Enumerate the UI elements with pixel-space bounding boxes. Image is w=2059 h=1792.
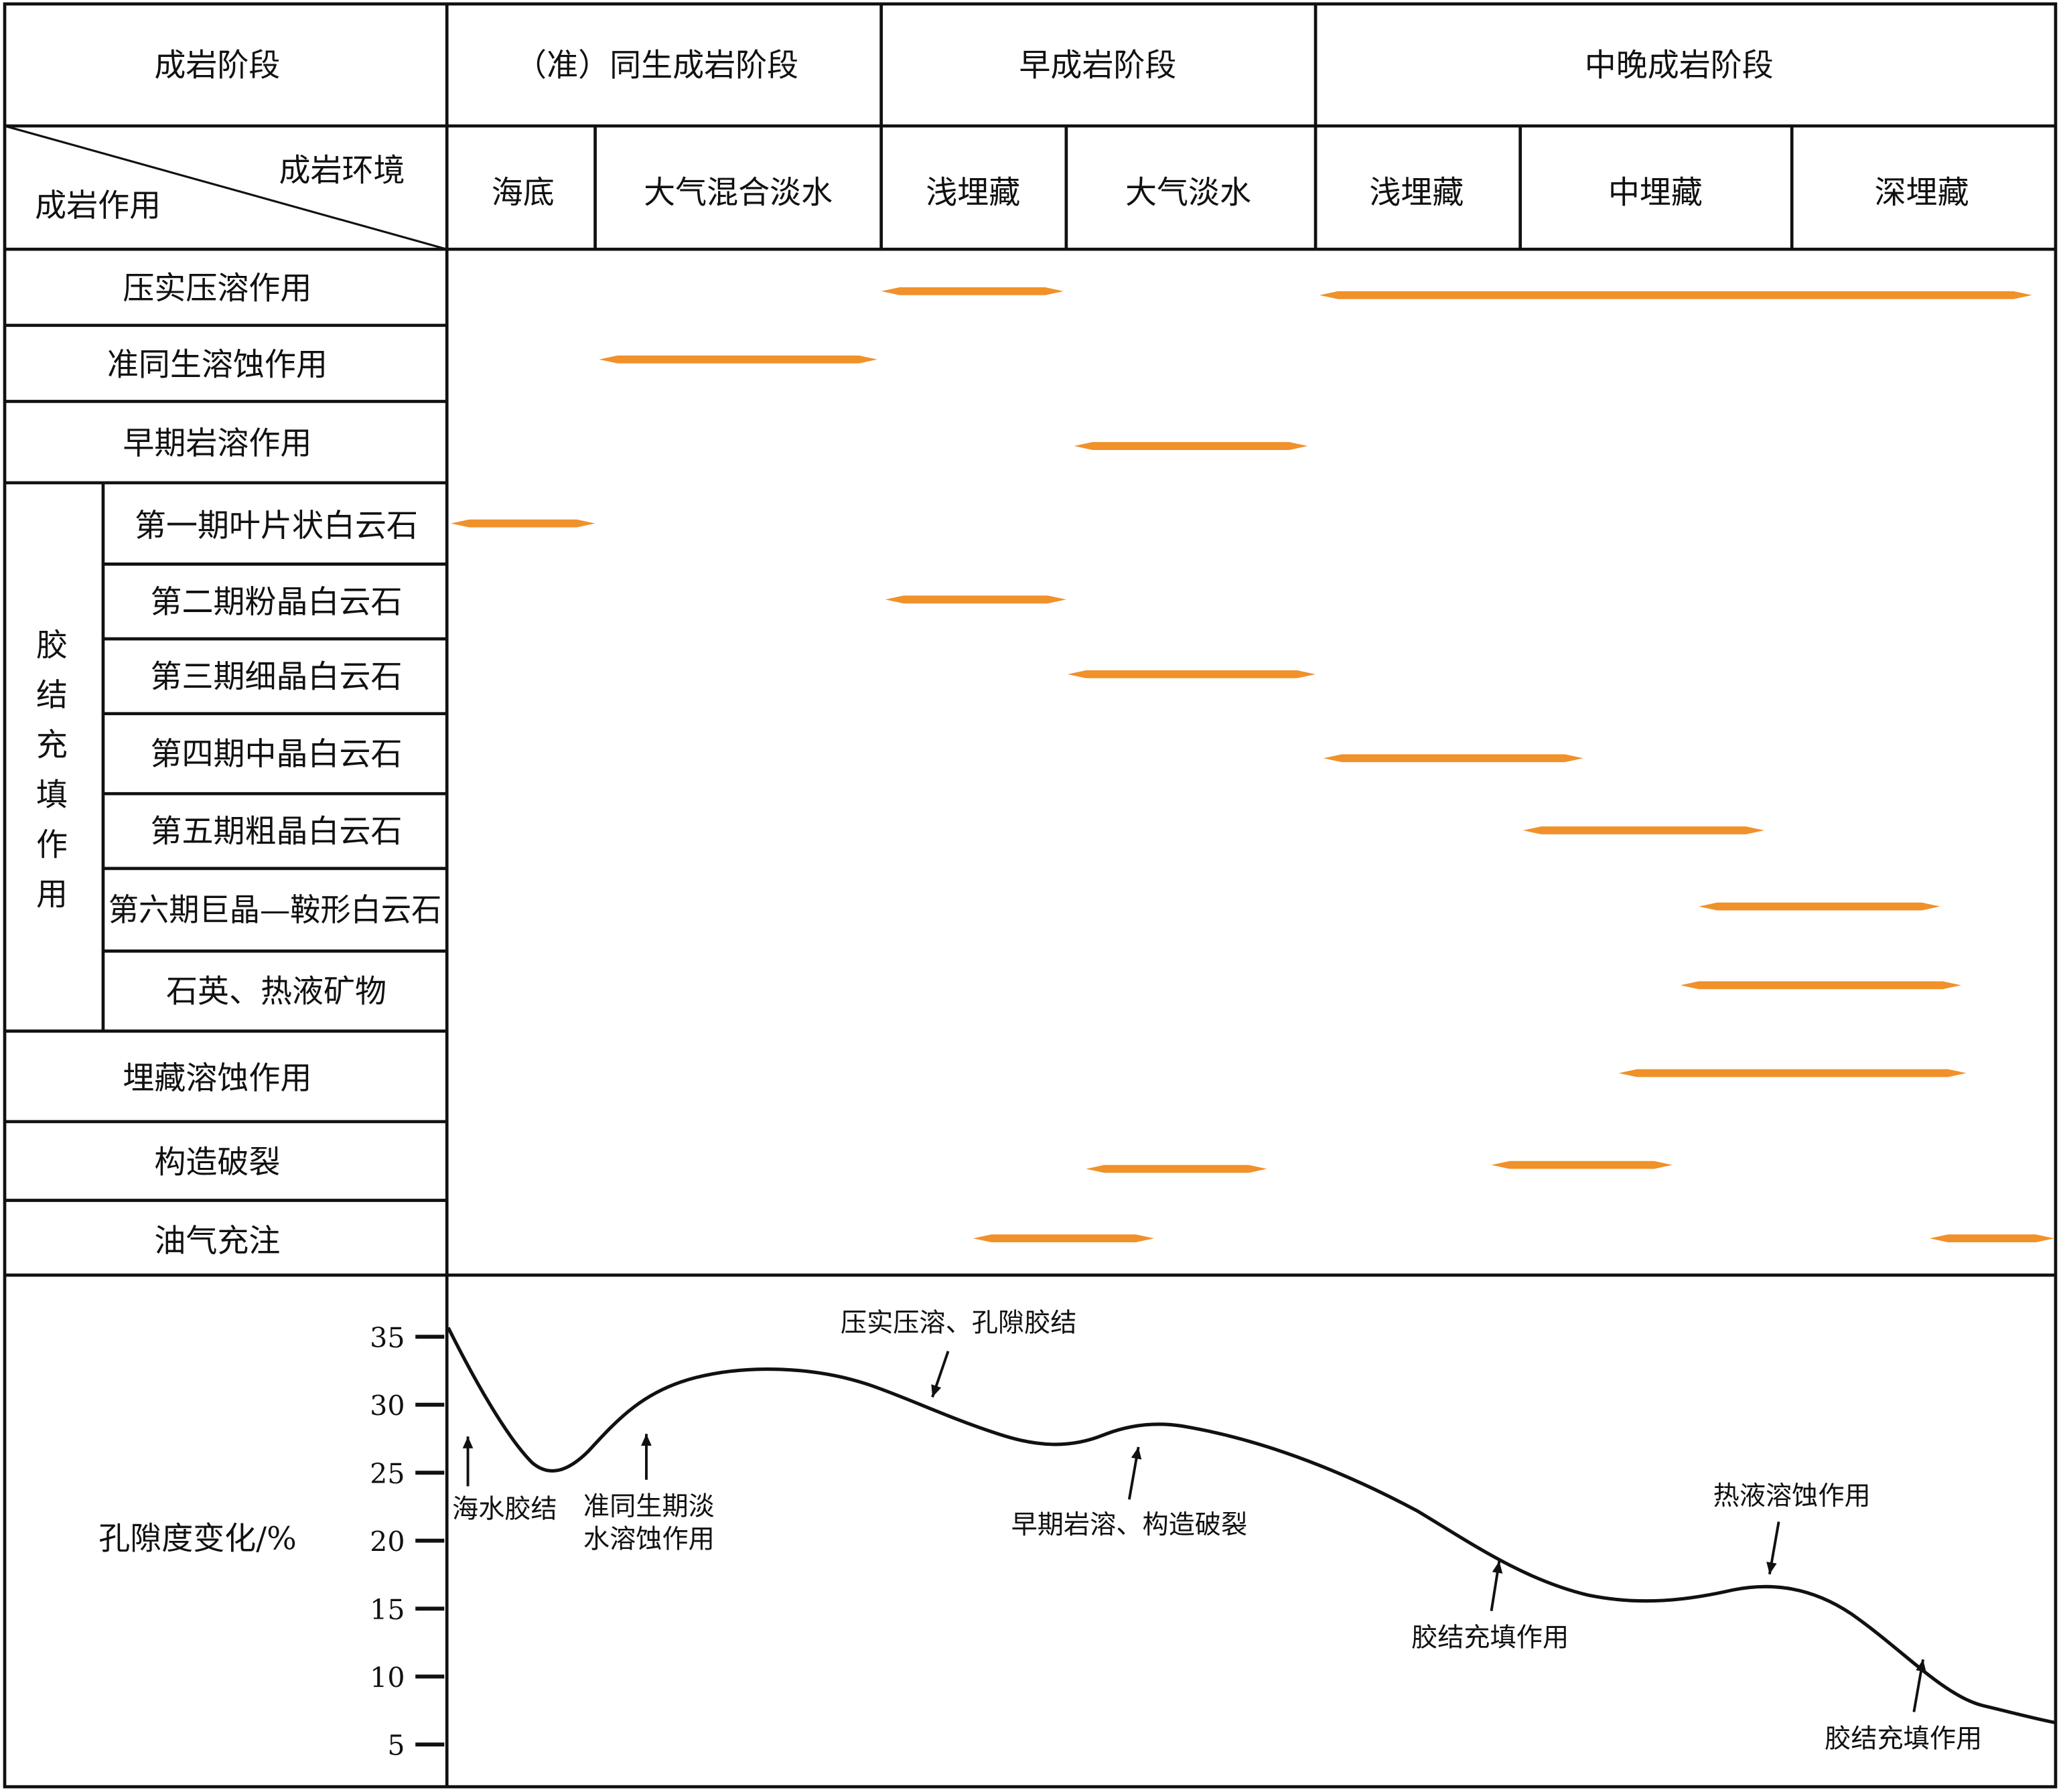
row-quartz-hydrothermal: 石英、热液矿物 [166,974,386,1011]
timing-bar [1086,1165,1267,1173]
arrowhead-icon [931,1384,942,1398]
stage-penecontemporaneous: （准）同生成岩阶段 [515,48,798,84]
row-cement-6: 第六期巨晶—鞍形白云石 [109,892,442,929]
arrowhead-icon [1131,1446,1142,1460]
annotation-pene-dissolution-1: 准同生期淡 [583,1492,715,1522]
row-hydrocarbon-charging: 油气充注 [154,1223,280,1260]
timing-bar [1699,902,1940,911]
group-label-char: 作 [36,826,68,863]
row-compaction: 压实压溶作用 [123,271,311,307]
stage-header-label: 成岩阶段 [154,48,280,84]
annotation-cementation-2: 胶结充填作用 [1825,1724,1982,1754]
arrowhead-icon [462,1436,474,1448]
env-shallow-burial-early: 浅埋藏 [926,175,1020,212]
annotation-compaction: 压实压溶、孔隙胶结 [841,1308,1077,1338]
annotation-arrows [462,1351,1926,1712]
row-fracturing: 构造破裂 [154,1144,280,1181]
timing-bar [885,595,1066,604]
annotation-karst-fracture: 早期岩溶、构造破裂 [1011,1510,1248,1540]
timing-bar [1074,442,1308,450]
row-cementation-group: 胶结充填作用 [36,627,68,913]
timing-bar [1522,826,1765,834]
row-cement-5: 第五期粗晶白云石 [151,814,403,850]
row-cement-2: 第二期粉晶白云石 [151,584,403,621]
env-header-label: 成岩环境 [279,152,405,189]
timing-bar [599,355,877,364]
group-label-char: 结 [36,677,68,714]
table-grid [3,2,2058,1789]
axis-tick-label: 15 [370,1594,405,1626]
axis-tick-label: 25 [370,1458,405,1490]
porosity-curve [446,1327,2055,1724]
stage-middle-late: 中晚成岩阶段 [1585,48,1774,84]
timing-bar [1323,754,1583,763]
row-early-karst: 早期岩溶作用 [123,425,311,462]
timing-bar [451,519,595,528]
annotation-seawater-cementation: 海水胶结 [452,1495,557,1525]
porosity-axis-label: 孔隙度变化/% [98,1521,297,1558]
env-middle-burial: 中埋藏 [1608,175,1703,212]
annotation-pene-dissolution-2: 水溶蚀作用 [583,1525,715,1555]
arrowhead-icon [1916,1659,1926,1672]
group-label-char: 胶 [36,627,68,664]
env-meteoric: 大气淡水 [1125,175,1251,212]
annotation-cementation-1: 胶结充填作用 [1411,1623,1569,1653]
axis-tick-label: 10 [370,1661,405,1694]
row-penecontemporaneous-dissolution: 准同生溶蚀作用 [107,346,328,383]
row-burial-dissolution: 埋藏溶蚀作用 [123,1060,311,1097]
axis-tick-label: 30 [370,1390,405,1422]
row-cement-4: 第四期中晶白云石 [151,736,403,773]
env-seafloor: 海底 [492,175,555,212]
arrowhead-icon [1766,1562,1777,1574]
arrowhead-icon [641,1434,652,1446]
env-shallow-burial: 浅埋藏 [1369,175,1464,212]
row-cement-1: 第一期叶片状白云石 [135,508,418,544]
timing-bar [1491,1161,1673,1169]
timing-bars [451,287,2054,1243]
row-cement-3: 第三期细晶白云石 [151,659,403,696]
group-label-char: 填 [36,777,68,814]
group-label-char: 充 [36,727,68,763]
arrowhead-icon [1492,1561,1503,1574]
porosity-axis: 35 30 25 20 15 10 5 [370,1322,445,1762]
timing-bar [973,1234,1155,1243]
stage-early: 早成岩阶段 [1019,48,1176,84]
timing-bar [1680,981,1961,990]
axis-tick-label: 20 [370,1525,405,1558]
timing-bar [1319,291,2032,299]
process-header-label: 成岩作用 [35,188,161,224]
timing-bar [881,287,1064,295]
group-label-char: 用 [36,877,68,913]
env-mixed-freshwater: 大气混合淡水 [644,175,833,212]
axis-tick-label: 35 [370,1322,405,1354]
timing-bar [1618,1069,1967,1077]
timing-bar [1929,1234,2054,1243]
annotation-hydrothermal: 热液溶蚀作用 [1713,1481,1871,1511]
env-deep-burial: 深埋藏 [1875,175,1969,212]
timing-bar [1067,670,1316,678]
axis-tick-label: 5 [387,1730,405,1762]
